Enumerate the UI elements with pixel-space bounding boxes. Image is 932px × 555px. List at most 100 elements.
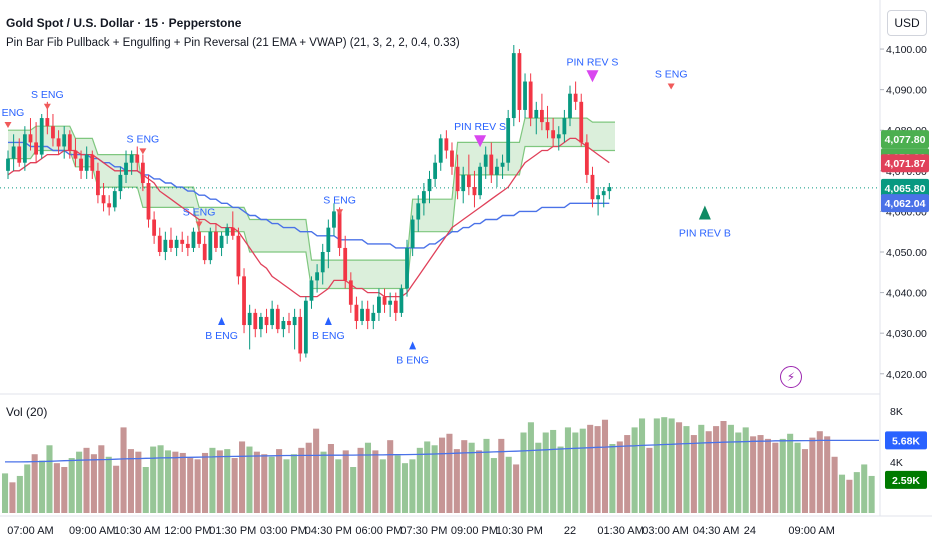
candle-body[interactable]	[511, 53, 516, 119]
candle-body[interactable]	[11, 146, 16, 159]
candle-body[interactable]	[163, 239, 168, 252]
volume-legend[interactable]: Vol (20)	[6, 405, 48, 419]
volume-bar[interactable]	[631, 427, 638, 513]
volume-bar[interactable]	[861, 464, 868, 513]
volume-bar[interactable]	[690, 435, 697, 513]
candle-body[interactable]	[562, 118, 567, 135]
volume-bar[interactable]	[587, 424, 594, 513]
volume-bar[interactable]	[557, 446, 564, 513]
volume-bar[interactable]	[794, 442, 801, 513]
volume-bar[interactable]	[24, 464, 31, 513]
candle-body[interactable]	[242, 276, 246, 326]
volume-bar[interactable]	[105, 456, 112, 513]
volume-bar[interactable]	[535, 442, 542, 513]
volume-bar[interactable]	[705, 431, 712, 513]
candle-body[interactable]	[455, 166, 460, 192]
lightning-icon[interactable]: ⚡	[780, 366, 802, 388]
candle-body[interactable]	[28, 134, 33, 143]
volume-bar[interactable]	[39, 460, 46, 513]
candle-body[interactable]	[360, 308, 364, 321]
candle-body[interactable]	[174, 239, 179, 248]
candle-body[interactable]	[259, 316, 263, 330]
volume-bar[interactable]	[401, 463, 409, 513]
candle-body[interactable]	[523, 81, 527, 110]
candle-body[interactable]	[568, 93, 572, 119]
volume-bar[interactable]	[127, 449, 134, 513]
volume-bar[interactable]	[750, 436, 757, 513]
volume-bar[interactable]	[483, 438, 490, 513]
candle-body[interactable]	[393, 300, 398, 313]
volume-bar[interactable]	[335, 459, 342, 513]
candle-body[interactable]	[214, 231, 218, 248]
candle-body[interactable]	[140, 162, 145, 183]
candle-body[interactable]	[590, 174, 595, 200]
volume-bar[interactable]	[772, 442, 779, 513]
candle-body[interactable]	[500, 162, 505, 167]
volume-bar[interactable]	[253, 451, 260, 513]
candle-body[interactable]	[51, 126, 55, 139]
volume-bar[interactable]	[720, 421, 727, 513]
candle-body[interactable]	[219, 235, 224, 248]
volume-bar[interactable]	[387, 440, 394, 513]
candle-body[interactable]	[264, 316, 269, 326]
volume-bar[interactable]	[409, 459, 416, 513]
candle-body[interactable]	[112, 191, 117, 208]
candle-body[interactable]	[315, 272, 319, 281]
volume-bar[interactable]	[305, 442, 312, 513]
candle-body[interactable]	[601, 191, 606, 196]
candle-body[interactable]	[292, 316, 297, 326]
volume-bar[interactable]	[764, 438, 771, 513]
candle-body[interactable]	[22, 134, 27, 163]
volume-bar[interactable]	[787, 433, 794, 513]
candle-body[interactable]	[34, 142, 38, 155]
volume-bar[interactable]	[261, 454, 268, 513]
volume-bar[interactable]	[446, 433, 453, 513]
volume-bar[interactable]	[276, 449, 283, 513]
volume-bar[interactable]	[157, 445, 164, 513]
volume-bar[interactable]	[579, 428, 586, 513]
volume-bar[interactable]	[246, 446, 253, 513]
volume-bar[interactable]	[461, 440, 468, 513]
candle-body[interactable]	[96, 170, 100, 196]
volume-bar[interactable]	[727, 424, 734, 513]
candle-body[interactable]	[337, 211, 342, 248]
volume-bar[interactable]	[209, 447, 216, 513]
volume-bar[interactable]	[476, 450, 483, 513]
volume-bar[interactable]	[653, 418, 660, 513]
volume-bar[interactable]	[342, 450, 349, 513]
volume-bar[interactable]	[661, 417, 668, 513]
volume-bar[interactable]	[31, 454, 38, 513]
candle-body[interactable]	[399, 288, 404, 313]
candle-body[interactable]	[410, 219, 415, 248]
candle-body[interactable]	[433, 162, 438, 179]
candle-body[interactable]	[332, 211, 336, 228]
candle-body[interactable]	[320, 252, 325, 273]
volume-bar[interactable]	[609, 444, 616, 513]
candle-body[interactable]	[528, 81, 533, 119]
candle-body[interactable]	[270, 308, 275, 326]
volume-bar[interactable]	[164, 450, 172, 513]
candle-body[interactable]	[365, 308, 370, 321]
candle-body[interactable]	[118, 174, 123, 192]
volume-bar[interactable]	[98, 445, 105, 513]
candle-body[interactable]	[421, 191, 426, 204]
volume-pane[interactable]	[2, 417, 879, 513]
candle-body[interactable]	[354, 304, 359, 321]
candle-body[interactable]	[534, 109, 539, 119]
candle-body[interactable]	[275, 308, 280, 330]
volume-bar[interactable]	[179, 452, 186, 513]
candle-body[interactable]	[483, 154, 488, 167]
volume-bar[interactable]	[135, 451, 142, 513]
volume-bar[interactable]	[853, 472, 860, 513]
volume-bar[interactable]	[868, 475, 875, 513]
volume-bar[interactable]	[527, 422, 534, 513]
candle-body[interactable]	[489, 154, 494, 175]
volume-bar[interactable]	[394, 455, 401, 514]
volume-bar[interactable]	[601, 419, 609, 513]
volume-bar[interactable]	[372, 450, 379, 513]
volume-bar[interactable]	[646, 447, 653, 513]
volume-bar[interactable]	[2, 473, 9, 513]
candle-body[interactable]	[129, 154, 134, 163]
volume-bar[interactable]	[676, 422, 683, 513]
